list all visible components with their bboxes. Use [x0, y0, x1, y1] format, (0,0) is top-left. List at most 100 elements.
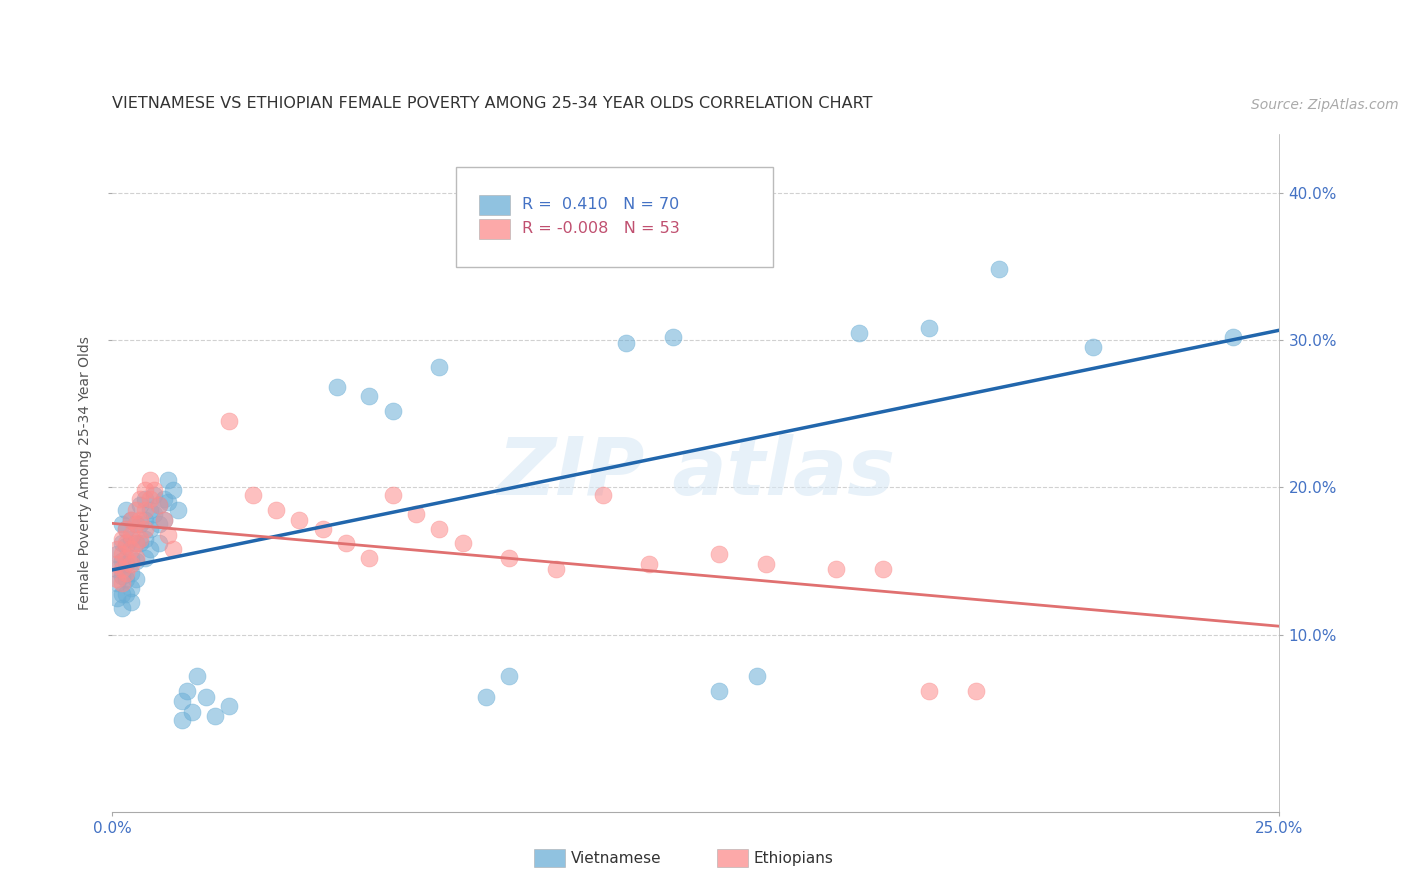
Point [405, 507, 427, 521]
Point [498, 669, 520, 683]
Point [129, 517, 152, 532]
Point [105, 576, 128, 591]
Point [115, 566, 138, 580]
Point [125, 517, 148, 532]
Point [381, 488, 404, 502]
Point [129, 513, 152, 527]
Point [157, 495, 180, 509]
Point [139, 492, 162, 507]
Point [111, 586, 134, 600]
Point [139, 542, 162, 557]
Point [614, 336, 637, 351]
Point [111, 532, 134, 546]
Point [129, 498, 152, 512]
Point [427, 359, 450, 374]
Point [105, 591, 128, 605]
Point [172, 694, 194, 708]
Point [129, 492, 152, 507]
Point [115, 551, 138, 566]
Point [111, 569, 134, 583]
Point [745, 669, 768, 683]
Point [125, 572, 148, 586]
Point [111, 601, 134, 615]
Point [129, 532, 152, 546]
Point [120, 566, 142, 580]
Point [148, 536, 170, 550]
Point [139, 473, 162, 487]
Point [153, 513, 176, 527]
Point [172, 714, 194, 728]
Point [111, 561, 134, 575]
Point [120, 513, 142, 527]
Point [661, 330, 683, 344]
Point [125, 554, 148, 568]
Point [153, 492, 176, 507]
Point [709, 684, 731, 698]
Point [264, 502, 287, 516]
Point [148, 498, 170, 512]
Point [288, 513, 311, 527]
Text: Source: ZipAtlas.com: Source: ZipAtlas.com [1251, 97, 1399, 112]
Point [134, 532, 156, 546]
Point [311, 522, 333, 536]
Point [111, 536, 134, 550]
Point [157, 527, 180, 541]
Text: Vietnamese: Vietnamese [571, 851, 661, 865]
Point [105, 572, 128, 586]
Point [115, 522, 138, 536]
Point [143, 507, 166, 521]
Point [105, 547, 128, 561]
Point [134, 551, 156, 566]
Point [139, 522, 162, 536]
Text: R = -0.008   N = 53: R = -0.008 N = 53 [522, 221, 679, 236]
Text: ZIP atlas: ZIP atlas [496, 434, 896, 512]
Point [120, 513, 142, 527]
Point [162, 542, 184, 557]
Point [125, 536, 148, 550]
Point [115, 536, 138, 550]
Point [325, 380, 347, 394]
Point [148, 517, 170, 532]
Point [111, 517, 134, 532]
Point [381, 404, 404, 418]
Point [134, 483, 156, 498]
Point [111, 576, 134, 591]
Point [125, 536, 148, 550]
Point [242, 488, 264, 502]
Point [166, 502, 188, 516]
Point [115, 557, 138, 571]
Point [115, 502, 138, 516]
Point [115, 586, 138, 600]
Point [872, 561, 894, 575]
Point [709, 547, 731, 561]
Point [186, 669, 208, 683]
Point [134, 522, 156, 536]
Point [359, 551, 381, 566]
Point [134, 513, 156, 527]
Point [120, 551, 142, 566]
Point [965, 684, 987, 698]
Point [143, 483, 166, 498]
Point [105, 542, 128, 557]
Point [498, 551, 520, 566]
Point [105, 557, 128, 571]
Point [755, 557, 778, 571]
Point [115, 522, 138, 536]
Point [544, 561, 567, 575]
Point [120, 532, 142, 546]
Point [134, 492, 156, 507]
Point [120, 527, 142, 541]
Text: VIETNAMESE VS ETHIOPIAN FEMALE POVERTY AMONG 25-34 YEAR OLDS CORRELATION CHART: VIETNAMESE VS ETHIOPIAN FEMALE POVERTY A… [112, 96, 873, 112]
Point [638, 557, 661, 571]
Point [918, 321, 941, 335]
Point [139, 502, 162, 516]
Point [111, 554, 134, 568]
Point [125, 502, 148, 516]
Point [825, 561, 848, 575]
Point [105, 561, 128, 575]
Point [125, 517, 148, 532]
Point [115, 572, 138, 586]
Point [475, 690, 498, 704]
Point [143, 488, 166, 502]
Point [111, 547, 134, 561]
